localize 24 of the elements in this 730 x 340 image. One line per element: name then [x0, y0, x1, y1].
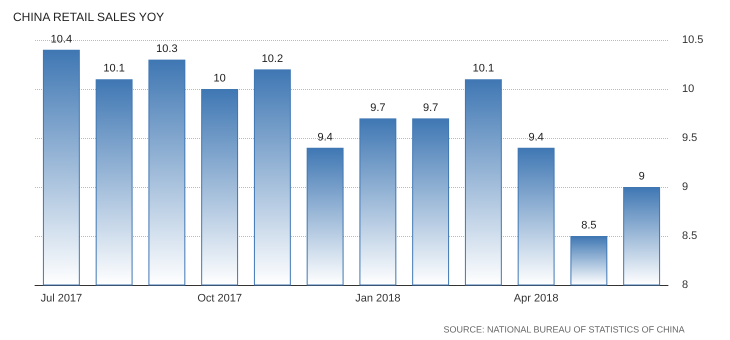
x-tick-label: Jan 2018: [355, 292, 401, 304]
data-label: 10.4: [50, 33, 72, 46]
y-tick-label: 9.5: [682, 132, 698, 144]
data-label: 10.1: [472, 62, 494, 75]
data-label: 10.1: [103, 62, 125, 75]
y-tick-label: 10: [682, 83, 694, 95]
y-tick-label: 9: [682, 181, 688, 193]
data-label: 9.7: [422, 102, 438, 114]
y-tick-label: 8.5: [682, 230, 698, 242]
data-label: 9.7: [370, 102, 386, 114]
data-label: 8.5: [581, 220, 597, 232]
data-label: 10: [214, 72, 226, 84]
y-tick-label: 8: [682, 279, 688, 291]
data-label: 9: [638, 170, 645, 182]
data-label: 10.2: [262, 52, 284, 65]
data-label: 9.4: [528, 131, 544, 144]
data-label: 9.4: [317, 131, 333, 144]
x-tick-label: Apr 2018: [514, 292, 558, 304]
x-tick-label: Jul 2017: [40, 292, 82, 304]
x-tick-label: Oct 2017: [197, 292, 242, 304]
chart-title: CHINA RETAIL SALES YOY: [13, 10, 164, 24]
y-tick-label: 10.5: [682, 34, 704, 46]
data-label: 10.3: [156, 43, 178, 56]
source-note: SOURCE: NATIONAL BUREAU OF STATISTICS OF CHINA: [443, 324, 685, 334]
